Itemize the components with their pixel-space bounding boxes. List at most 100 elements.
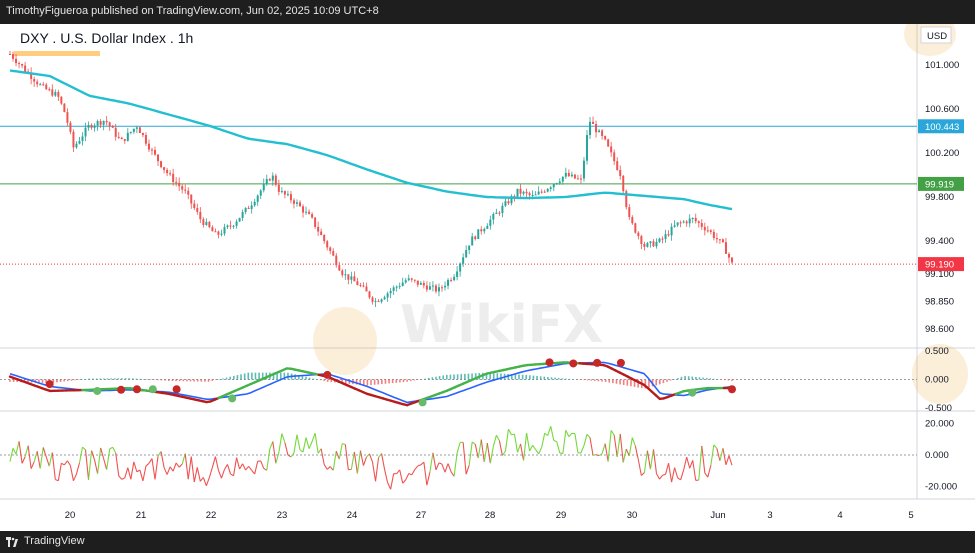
oscillator-line-segment	[287, 454, 292, 458]
oscillator-line-segment	[33, 451, 38, 462]
oscillator-axis-tick: 0.000	[925, 450, 949, 461]
macd-histogram-bar	[41, 379, 44, 383]
candle-body	[353, 276, 356, 282]
oscillator-line-segment	[507, 429, 512, 436]
oscillator-line-segment	[513, 433, 519, 453]
oscillator-line-segment	[489, 446, 494, 464]
oscillator-line-segment	[523, 433, 528, 461]
candle-body	[579, 178, 582, 180]
candle-body	[163, 167, 166, 170]
macd-histogram-bar	[88, 378, 91, 380]
oscillator-line-segment	[586, 433, 591, 438]
candle-body	[682, 221, 685, 223]
candle-body	[437, 287, 440, 292]
oscillator-line-segment	[683, 457, 688, 471]
macd-histogram-bar	[193, 379, 195, 382]
macd-histogram-bar	[518, 374, 520, 380]
macd-histogram-bar	[406, 379, 408, 382]
oscillator-line-segment	[471, 441, 476, 445]
macd-histogram-bar	[323, 379, 325, 382]
watermark-logo-icon	[912, 344, 968, 404]
oscillator-line-segment	[598, 453, 603, 457]
macd-cross-dot	[117, 385, 126, 394]
candle-body	[655, 241, 658, 247]
macd-histogram-bar	[139, 378, 141, 380]
title-underline	[14, 51, 100, 56]
candle-body	[51, 89, 54, 96]
oscillator-line-segment	[172, 462, 177, 472]
macd-histogram-bar	[467, 373, 470, 380]
candle-body	[105, 120, 108, 123]
oscillator-line-segment	[335, 450, 340, 460]
macd-histogram-bar	[70, 379, 73, 381]
macd-histogram-bar	[182, 379, 185, 382]
candle-body	[694, 218, 697, 222]
macd-axis-tick: -0.500	[925, 403, 952, 414]
candle-body	[190, 194, 193, 204]
macd-histogram-bar	[16, 379, 19, 383]
oscillator-line-segment	[492, 435, 497, 447]
macd-histogram-bar	[370, 379, 372, 386]
oscillator-line-segment	[148, 458, 153, 464]
candle-body	[631, 217, 634, 224]
oscillator-line-segment	[115, 452, 120, 476]
macd-histogram-bar	[453, 374, 455, 380]
macd-histogram-bar	[677, 378, 679, 380]
macd-histogram-bar	[121, 378, 123, 380]
time-axis-tick: Jun	[710, 510, 725, 521]
macd-histogram-bar	[727, 379, 730, 381]
candle-body	[456, 271, 459, 277]
candle-body	[96, 121, 99, 126]
candle-body	[33, 78, 36, 82]
oscillator-line-segment	[338, 443, 343, 460]
oscillator-line-segment	[254, 461, 259, 475]
oscillator-line-segment	[145, 462, 150, 467]
oscillator-line-segment	[175, 462, 180, 468]
macd-histogram-bar	[146, 379, 148, 380]
oscillator-line-segment	[272, 441, 277, 464]
oscillator-line-segment	[411, 469, 416, 476]
candle-body	[154, 149, 157, 155]
candle-body	[718, 239, 721, 241]
candle-body	[169, 173, 172, 175]
candle-body	[661, 238, 664, 240]
oscillator-line-segment	[139, 469, 144, 482]
oscillator-line-segment	[659, 474, 663, 480]
macd-histogram-bar	[384, 379, 387, 384]
oscillator-line-segment	[486, 442, 491, 464]
candle-body	[558, 181, 561, 184]
oscillator-line-segment	[652, 449, 658, 474]
macd-histogram-bar	[38, 379, 40, 383]
macd-histogram-bar	[149, 379, 152, 380]
candle-body	[193, 203, 196, 208]
oscillator-line-segment	[553, 439, 558, 443]
macd-cross-dot	[148, 385, 157, 394]
candle-body	[371, 297, 374, 302]
candle-body	[341, 270, 344, 276]
candle-body	[673, 225, 676, 227]
macd-histogram-bar	[305, 376, 307, 380]
candle-body	[465, 250, 468, 258]
candle-body	[688, 218, 691, 224]
candle-body	[507, 201, 510, 204]
oscillator-line-segment	[607, 430, 612, 462]
oscillator-line-segment	[317, 448, 322, 454]
macd-histogram-bar	[330, 379, 333, 383]
candle-body	[613, 152, 616, 162]
candle-body	[286, 194, 289, 196]
candle-body	[265, 179, 268, 184]
macd-histogram-bar	[388, 379, 390, 384]
macd-histogram-bar	[362, 379, 365, 386]
oscillator-line-segment	[722, 448, 727, 465]
macd-histogram-bar	[207, 379, 210, 382]
chart-area[interactable]: WikiFX DXY . U.S. Dollar Index . 1h USD 101…	[0, 24, 975, 531]
oscillator-line-segment	[239, 463, 244, 470]
candle-body	[147, 143, 150, 150]
oscillator-line-segment	[674, 467, 679, 478]
macd-histogram-bar	[279, 372, 282, 380]
candle-body	[271, 175, 274, 181]
candle-body	[235, 221, 238, 226]
candle-body	[643, 243, 646, 247]
macd-histogram-bar	[359, 379, 361, 385]
oscillator-line-segment	[208, 467, 213, 478]
